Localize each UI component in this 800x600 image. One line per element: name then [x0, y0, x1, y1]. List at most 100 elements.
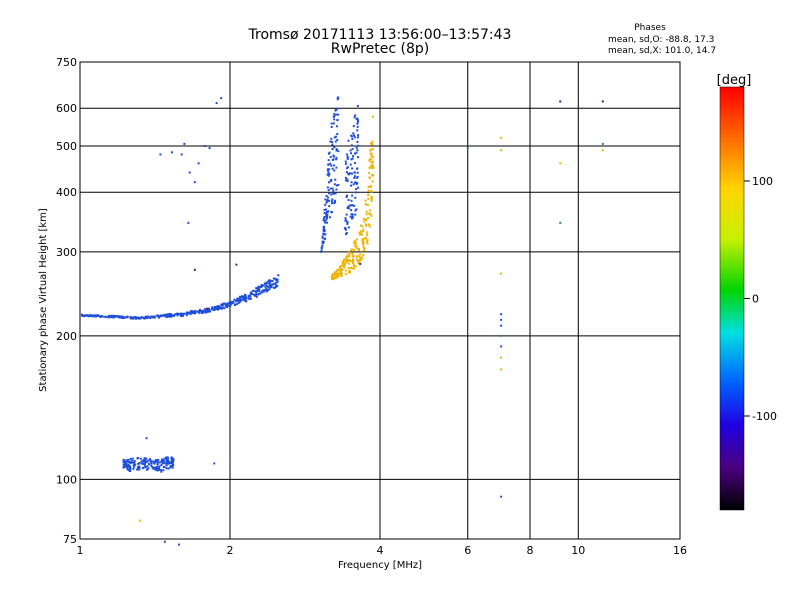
data-point — [331, 158, 334, 161]
data-point — [354, 265, 357, 268]
data-point — [357, 134, 360, 137]
data-point — [131, 316, 134, 319]
data-point — [321, 235, 324, 238]
data-point — [331, 278, 334, 281]
data-point — [356, 129, 359, 132]
data-point — [154, 466, 157, 469]
data-point — [370, 199, 373, 202]
data-point — [133, 462, 136, 465]
data-point — [217, 308, 220, 311]
data-point — [326, 215, 329, 218]
data-point — [129, 462, 132, 465]
data-point — [243, 298, 246, 301]
data-point — [336, 119, 339, 122]
data-point — [340, 271, 343, 274]
data-point — [355, 188, 358, 191]
data-point — [371, 115, 374, 118]
data-point — [346, 194, 349, 197]
data-point — [347, 258, 350, 261]
data-point — [342, 259, 345, 262]
data-point — [160, 314, 163, 317]
data-point — [353, 242, 356, 245]
x-tick-label: 8 — [527, 544, 534, 557]
data-point — [255, 287, 258, 290]
data-point — [150, 462, 153, 465]
data-point — [342, 266, 345, 269]
data-point — [247, 295, 250, 298]
data-point — [329, 162, 332, 165]
data-point — [197, 310, 200, 313]
data-point — [332, 164, 335, 167]
data-point — [197, 162, 200, 165]
data-point — [145, 437, 148, 440]
data-point — [364, 218, 367, 221]
data-point — [193, 310, 196, 313]
data-point — [345, 213, 348, 216]
data-point — [337, 273, 340, 276]
data-point — [167, 313, 170, 316]
data-point — [355, 208, 358, 211]
data-point — [168, 313, 171, 316]
data-point — [255, 295, 258, 298]
data-point — [136, 457, 139, 460]
data-point — [370, 153, 373, 156]
data-point — [260, 291, 263, 294]
data-point — [128, 460, 131, 463]
data-point — [355, 183, 358, 186]
data-point — [208, 147, 211, 150]
data-point — [155, 314, 158, 317]
data-point — [89, 313, 92, 316]
data-point — [180, 314, 183, 317]
data-point — [344, 217, 347, 220]
data-point — [171, 466, 174, 469]
y-tick-label: 75 — [63, 533, 77, 546]
data-point — [601, 149, 604, 152]
data-point — [247, 297, 250, 300]
data-point — [329, 155, 332, 158]
data-point — [268, 281, 271, 284]
data-point — [370, 195, 373, 198]
data-point — [331, 273, 334, 276]
data-point — [167, 459, 170, 462]
data-point — [350, 184, 353, 187]
data-point — [601, 100, 604, 103]
data-point — [206, 307, 209, 310]
data-point — [334, 201, 337, 204]
data-point — [111, 315, 114, 318]
data-point — [367, 194, 370, 197]
data-point — [255, 290, 258, 293]
y-tick-label: 400 — [56, 186, 77, 199]
data-point — [356, 167, 359, 170]
data-point — [346, 222, 349, 225]
data-point — [81, 314, 84, 317]
data-point — [332, 155, 335, 158]
data-point — [336, 276, 339, 279]
data-point — [333, 146, 336, 149]
data-point — [354, 242, 357, 245]
y-tick-label: 500 — [56, 140, 77, 153]
data-point — [350, 213, 353, 216]
data-point — [352, 258, 355, 261]
data-point — [236, 299, 239, 302]
data-point — [123, 458, 126, 461]
y-tick-label: 600 — [56, 102, 77, 115]
data-point — [351, 252, 354, 255]
data-point — [344, 269, 347, 272]
data-point — [269, 279, 272, 282]
data-point — [252, 293, 255, 296]
data-point — [344, 273, 347, 276]
data-point — [273, 282, 276, 285]
data-point — [346, 167, 349, 170]
data-point — [372, 166, 375, 169]
data-point — [346, 157, 349, 160]
data-point — [322, 225, 325, 228]
data-point — [353, 171, 356, 174]
data-point — [126, 316, 129, 319]
data-point — [149, 316, 152, 319]
data-point — [328, 205, 331, 208]
data-point — [160, 460, 163, 463]
data-point — [213, 308, 216, 311]
data-point — [500, 356, 503, 359]
data-point — [229, 304, 232, 307]
